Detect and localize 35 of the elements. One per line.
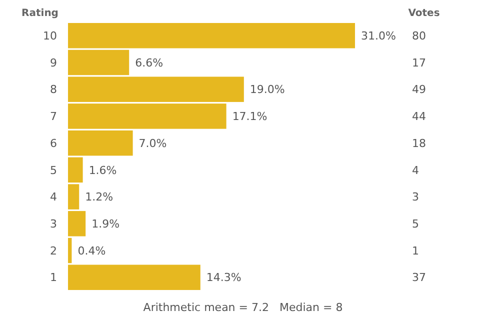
data-label: 6.6% [135,56,164,70]
y-tick-label: 6 [50,136,57,150]
data-label: 19.0% [250,83,285,96]
text: 37 [412,271,426,284]
y-tick-label: 2 [50,244,57,258]
data-label: 31.0% [361,29,396,42]
y-tick-label: 10 [43,29,57,42]
text: 17 [412,56,426,70]
y-tick-label: 4 [50,190,57,204]
text: 4 [412,164,419,177]
data-label: 14.3% [206,271,242,284]
text: 49 [412,83,426,96]
data-label: 17.1% [232,110,268,124]
text: 44 [412,110,426,124]
y-tick-label: 9 [50,56,57,70]
data-label: 1.2% [85,190,114,204]
data-label: 1.6% [88,164,117,177]
y-axis-title: Rating [22,8,58,19]
y-tick-label: 7 [50,110,57,124]
text: Arithmetic mean = 7.2 Median = 8 [143,301,343,314]
y-tick-label: 1 [50,271,57,284]
text: Votes [408,8,440,19]
text: 1 [412,244,419,258]
y-tick-label: 8 [50,83,57,96]
y-tick-label: 5 [50,164,57,177]
text: 3 [412,190,419,204]
data-label: 0.4% [78,244,106,258]
bar [68,264,200,290]
bar [68,23,355,48]
text: 80 [412,29,426,42]
text: 5 [412,218,419,231]
data-label: 7.0% [138,136,167,150]
y-tick-label: 3 [50,218,57,231]
text: 18 [412,136,426,150]
data-label: 1.9% [92,218,120,231]
